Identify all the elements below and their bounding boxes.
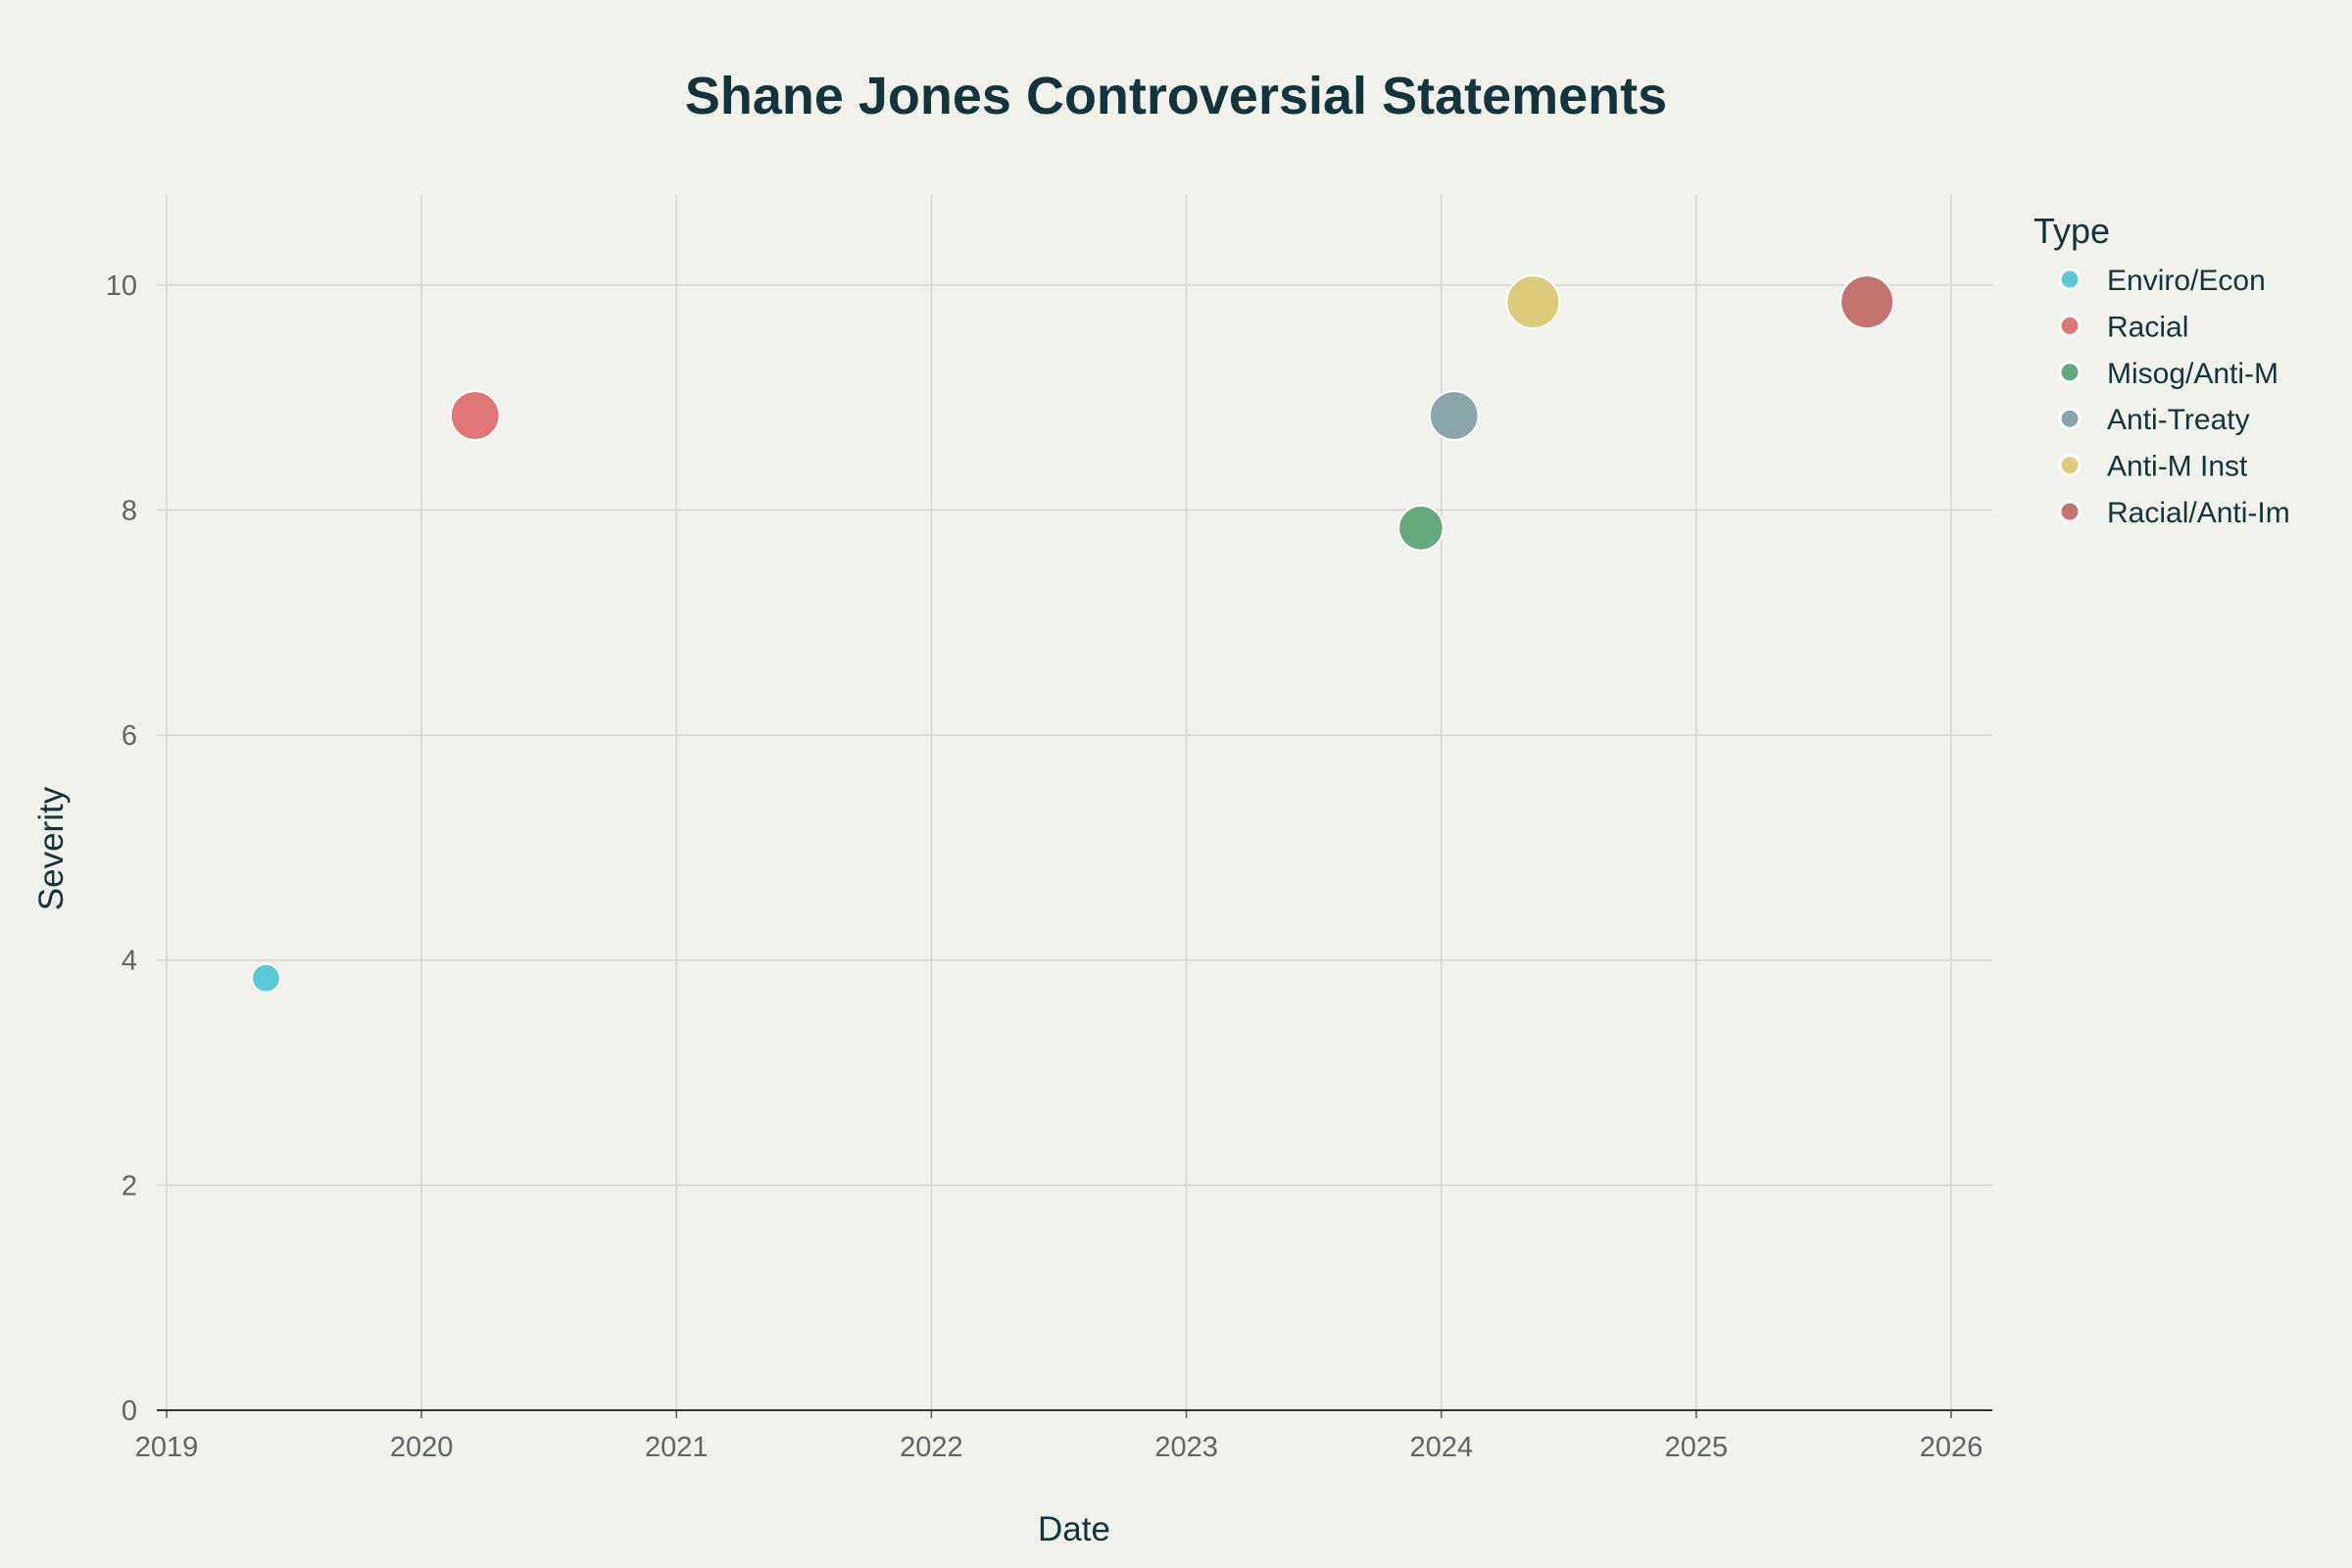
legend-marker	[2058, 314, 2082, 337]
data-point-anti-treaty[interactable]	[1428, 390, 1480, 441]
y-tick-label: 8	[122, 495, 137, 526]
x-tick-label: 2021	[645, 1432, 709, 1463]
legend-item[interactable]: Racial	[2107, 311, 2188, 343]
legend-marker	[2058, 268, 2082, 291]
legend-item[interactable]: Anti-Treaty	[2107, 404, 2250, 436]
data-point-racial[interactable]	[449, 390, 501, 441]
y-tick-label: 2	[122, 1170, 137, 1201]
x-tick-label: 2020	[390, 1432, 454, 1463]
y-tick-label: 6	[122, 720, 137, 752]
x-axis-title: Date	[1038, 1510, 1110, 1548]
y-tick-label: 10	[106, 270, 137, 302]
x-tick-label: 2022	[900, 1432, 963, 1463]
x-tick-label: 2025	[1665, 1432, 1729, 1463]
data-point-misog-anti-m[interactable]	[1397, 505, 1445, 552]
data-point-anti-m-inst[interactable]	[1505, 274, 1561, 330]
legend-marker	[2058, 454, 2082, 477]
y-axis-title: Severity	[32, 786, 71, 910]
grid: 2019 2020 2021 2022 2023 2024 2025 2026 0 2 4 6 8 10	[106, 195, 1992, 1463]
legend-marker	[2058, 500, 2082, 523]
data-points	[251, 274, 1895, 994]
x-tick-label: 2024	[1409, 1432, 1473, 1463]
x-tick-label: 2026	[1920, 1432, 1984, 1463]
legend-title: Type	[2034, 211, 2110, 251]
legend: Type Enviro/Econ Racial Misog/Anti-M Anti-T…	[2034, 211, 2290, 529]
x-tick-label: 2019	[135, 1432, 199, 1463]
x-tick-label: 2023	[1154, 1432, 1218, 1463]
legend-item[interactable]: Racial/Anti-Im	[2107, 497, 2290, 529]
y-tick-label: 0	[122, 1396, 137, 1427]
legend-marker	[2058, 361, 2082, 384]
chart-title: Shane Jones Controversial Statements	[685, 67, 1667, 125]
data-point-enviro-econ[interactable]	[251, 962, 281, 994]
legend-item[interactable]: Enviro/Econ	[2107, 265, 2266, 297]
y-tick-label: 4	[122, 946, 137, 977]
data-point-racial-anti-im[interactable]	[1839, 274, 1895, 330]
legend-marker	[2058, 407, 2082, 430]
legend-item[interactable]: Misog/Anti-M	[2107, 358, 2278, 390]
legend-item[interactable]: Anti-M Inst	[2107, 451, 2248, 483]
